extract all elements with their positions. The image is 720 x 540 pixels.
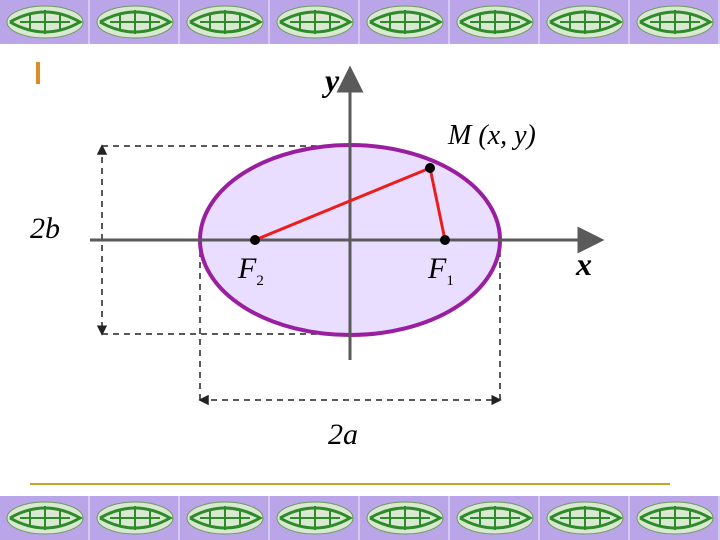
height-2b-label: 2b bbox=[30, 212, 60, 246]
x-axis-label: x bbox=[576, 246, 592, 283]
decorative-border-top bbox=[0, 0, 720, 44]
width-2a-label: 2a bbox=[328, 418, 358, 452]
point-m-label: M (x, y) bbox=[448, 120, 536, 152]
ellipse-diagram: y x M (x, y) 2b 2a F2 F1 bbox=[20, 60, 700, 470]
decorative-border-bottom bbox=[0, 496, 720, 540]
y-axis-label: y bbox=[325, 62, 339, 99]
focus-f2-label: F2 bbox=[238, 252, 264, 290]
diagram-svg bbox=[20, 60, 700, 470]
divider-line bbox=[30, 483, 670, 485]
focus-f1-label: F1 bbox=[428, 252, 454, 290]
